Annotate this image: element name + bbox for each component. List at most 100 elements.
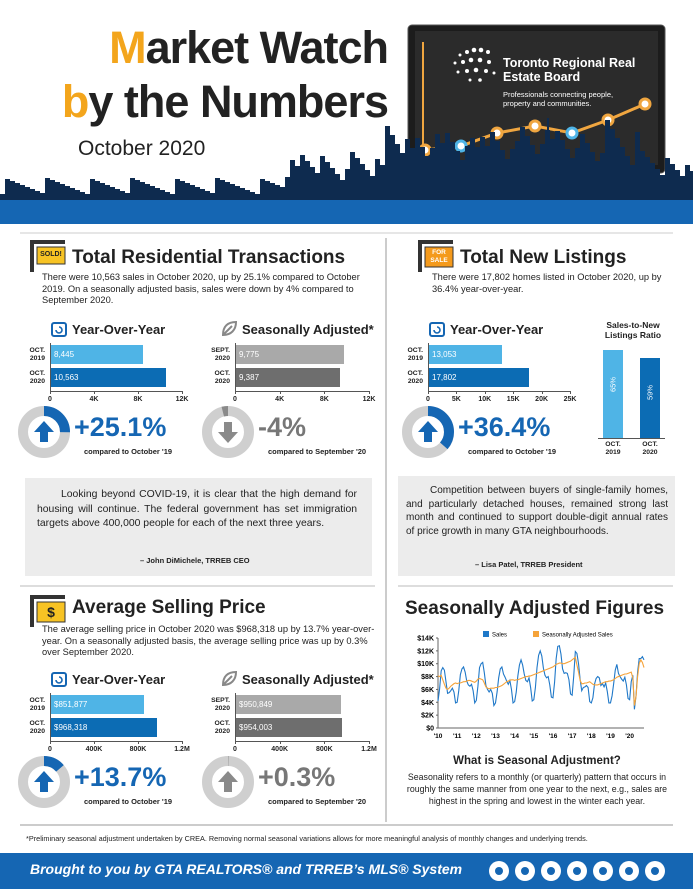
social-glyph (625, 867, 633, 875)
mini-chart-title: Year-Over-Year (72, 322, 166, 337)
tick-mark (182, 391, 183, 394)
value-label: 17,802 (432, 373, 457, 382)
social-glyph (599, 867, 607, 875)
x-tick-label: 25K (563, 396, 577, 403)
arrow-icon (34, 771, 54, 792)
category-label: OCT. 2020 (214, 370, 230, 385)
x-tick-label: 4K (275, 396, 285, 403)
category-label: OCT. 2020 (29, 370, 45, 385)
header-band (0, 200, 693, 224)
tick-mark (513, 391, 515, 394)
legend-label: Sales (492, 633, 507, 639)
cal (429, 322, 445, 337)
mini-chart-title: Seasonally Adjusted* (242, 672, 374, 687)
axis-line (235, 693, 236, 741)
value-label: $851,877 (54, 700, 88, 709)
arrow-icon (218, 771, 238, 792)
category-label: SEPT. 2020 (211, 347, 230, 362)
arrow-icon (418, 421, 438, 442)
tick-mark (182, 741, 183, 744)
series-line (437, 644, 645, 710)
value-label: $950,849 (239, 700, 273, 709)
section-text: There were 10,563 sales in October 2020,… (42, 272, 360, 305)
value-label: $954,003 (239, 723, 273, 732)
y-tick-label: $6K (421, 687, 434, 694)
x-tick-label: 0 (48, 746, 52, 753)
compare-label: compared to October '19 (468, 447, 557, 456)
legend-swatch (533, 631, 539, 637)
value-label: $968,318 (54, 723, 88, 732)
tick-mark (369, 741, 370, 744)
social-glyph (521, 867, 529, 875)
leaf (221, 670, 238, 687)
date: October 2020 (78, 137, 206, 160)
tick-mark (369, 391, 370, 394)
x-tick-label: '18 (587, 733, 596, 740)
x-tick-label: 1.2M (174, 746, 190, 753)
x-tick-label: 5K (451, 396, 461, 403)
tick-mark (50, 741, 51, 744)
x-tick-label: 8K (133, 396, 143, 403)
change-label: +36.4% (458, 412, 551, 442)
value-label: 13,053 (432, 350, 457, 359)
x-tick-label: '10 (434, 733, 443, 740)
change-label: +0.3% (258, 762, 336, 792)
for-sale-sign (418, 240, 454, 272)
arrow-icon (34, 421, 54, 442)
explainer-title: What is Seasonal Adjustment? (453, 755, 621, 767)
quote-box (25, 478, 372, 576)
x-tick-label: 12K (362, 396, 376, 403)
leaf-icon (221, 320, 238, 337)
ring-arc (202, 756, 254, 808)
change-ring (202, 406, 254, 458)
bar (50, 345, 143, 364)
ring-arc (18, 406, 70, 458)
compare-label: compared to September '20 (268, 797, 367, 806)
x-tick-label: '11 (453, 733, 462, 740)
badge: $ (47, 604, 55, 620)
tick-mark (484, 391, 486, 394)
leaf (221, 320, 238, 337)
quote-author: – Lisa Patel, TRREB President (475, 560, 583, 569)
x-tick-label: 15K (506, 396, 520, 403)
change-label: -4% (258, 412, 307, 442)
cal-arrow (55, 326, 63, 334)
quote-author: – John DiMichele, TRREB CEO (140, 556, 250, 565)
x-tick-label: '12 (472, 733, 481, 740)
footer-text: Brought to you by GTA REALTORS® and TRRE… (30, 861, 463, 877)
social-glyph (651, 867, 659, 875)
category-label: OCT. 2019 (29, 697, 45, 712)
tick-mark (428, 391, 429, 394)
legend-label: Seasonally Adjusted Sales (542, 633, 613, 639)
y-tick-label: $14K (417, 636, 434, 643)
arrow-icon (218, 422, 238, 443)
quote-text: Looking beyond COVID-19, it is clear tha… (37, 489, 357, 529)
x-tick-label: '19 (606, 733, 615, 740)
change-ring (18, 406, 70, 458)
x-tick-label: 0 (48, 396, 52, 403)
category-label: OCT. 2019 (407, 347, 423, 362)
tick-mark (235, 741, 236, 744)
legend-swatch (483, 631, 489, 637)
x-tick-label: 12K (175, 396, 189, 403)
value-label: 10,563 (54, 373, 79, 382)
bar (428, 345, 503, 364)
bar (235, 345, 345, 364)
category-label: OCT. 2020 (29, 720, 45, 735)
change-ring (402, 406, 454, 458)
change-label: +25.1% (74, 412, 167, 442)
skyline-shape (0, 120, 693, 200)
y-tick-label: $12K (417, 648, 434, 655)
x-tick-label: 1.2M (361, 746, 377, 753)
compare-label: compared to October '19 (84, 797, 173, 806)
axis-line (235, 391, 369, 392)
title: Market Watch (109, 22, 389, 73)
category-label: OCT. 2019 (29, 347, 45, 362)
bar (428, 368, 530, 387)
section-title: Total Residential Transactions (72, 247, 346, 268)
ratio-title: Sales-to-New Listings Ratio (604, 320, 662, 340)
value-label: 9,387 (239, 373, 260, 382)
tick-mark (94, 391, 95, 394)
